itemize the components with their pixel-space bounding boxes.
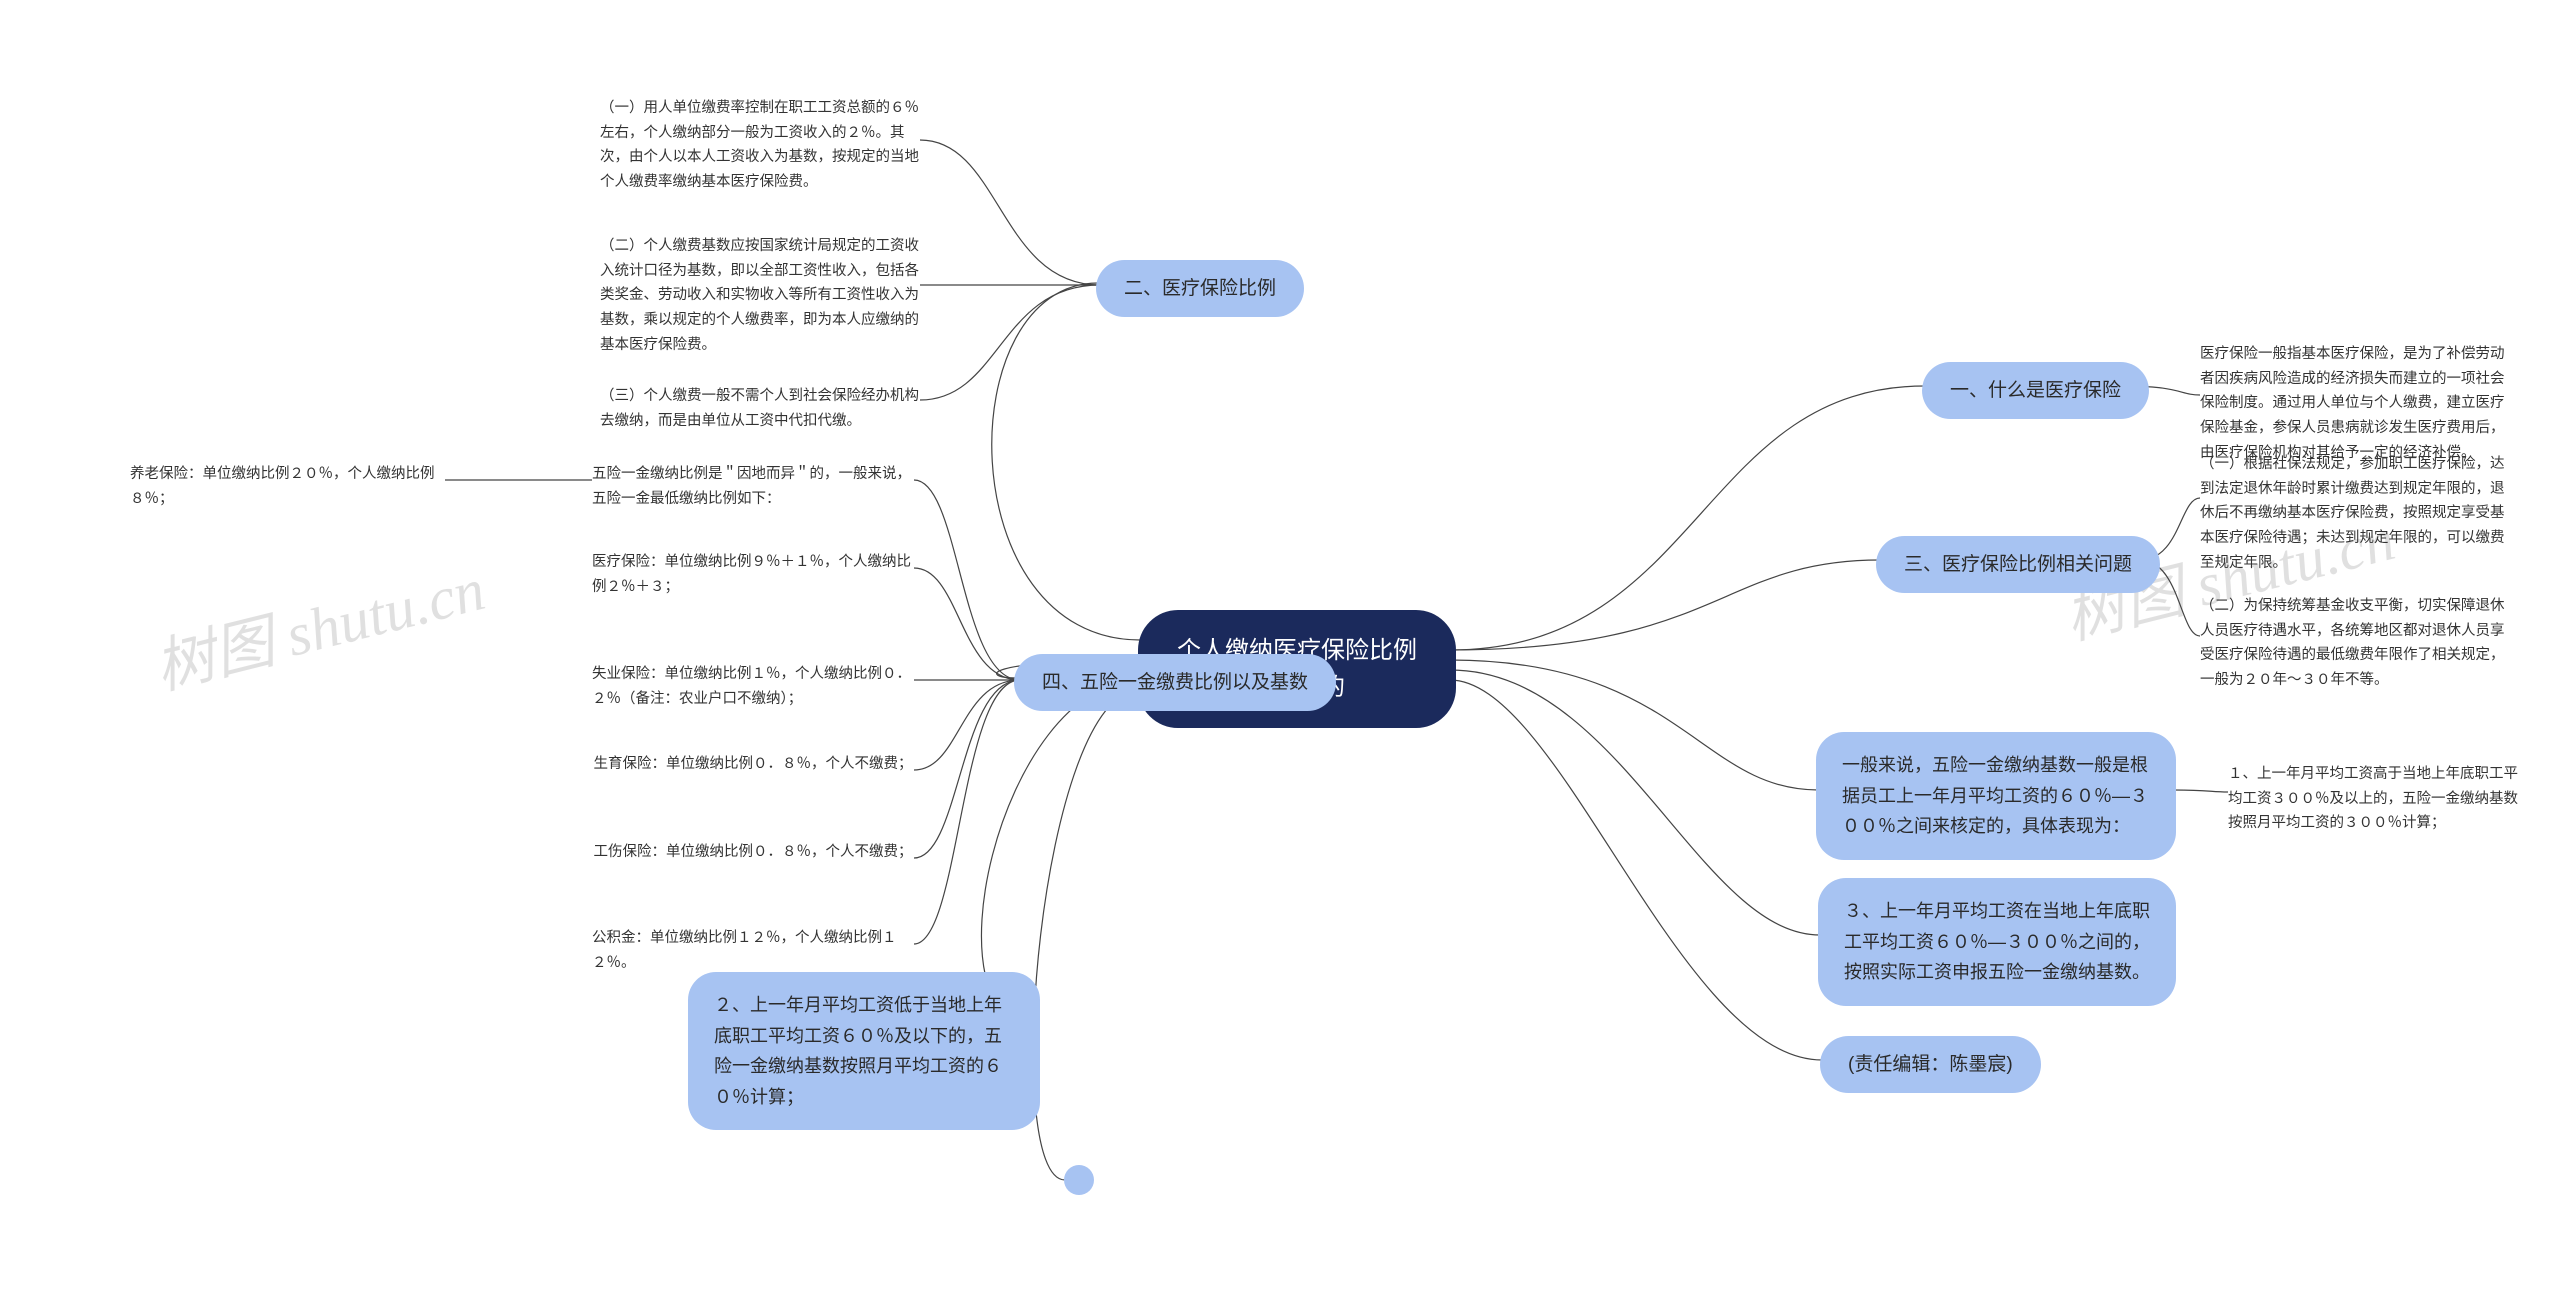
branch-5: 一般来说，五险一金缴纳基数一般是根据员工上一年月平均工资的６０％—３００％之间来… bbox=[1816, 732, 2176, 860]
branch-4-label: 四、五险一金缴费比例以及基数 bbox=[1042, 668, 1308, 697]
branch-7-label: (责任编辑：陈墨宸) bbox=[1848, 1050, 2013, 1079]
branch-8-label: ２、上一年月平均工资低于当地上年底职工平均工资６０％及以下的，五险一金缴纳基数按… bbox=[714, 990, 1014, 1112]
branch-4-leaf-1: 医疗保险：单位缴纳比例９％＋１％，个人缴纳比例２％＋３； bbox=[592, 550, 914, 599]
branch-2-leaf-2: （三）个人缴费一般不需个人到社会保险经办机构去缴纳，而是由单位从工资中代扣代缴。 bbox=[600, 384, 922, 433]
branch-4-subleaf: 养老保险：单位缴纳比例２０％，个人缴纳比例８％； bbox=[130, 462, 446, 511]
branch-4-leaf-0: 五险一金缴纳比例是＂因地而异＂的，一般来说，五险一金最低缴纳比例如下： bbox=[592, 462, 914, 511]
branch-empty bbox=[1064, 1165, 1094, 1195]
branch-7: (责任编辑：陈墨宸) bbox=[1820, 1036, 2041, 1093]
branch-5-leaf-0: １、上一年月平均工资高于当地上年底职工平均工资３００％及以上的，五险一金缴纳基数… bbox=[2228, 762, 2528, 836]
branch-2-leaf-0: （一）用人单位缴费率控制在职工工资总额的６％左右，个人缴纳部分一般为工资收入的２… bbox=[600, 96, 922, 195]
branch-5-label: 一般来说，五险一金缴纳基数一般是根据员工上一年月平均工资的６０％—３００％之间来… bbox=[1842, 750, 2150, 842]
branch-3-leaf-1: （二）为保持统筹基金收支平衡，切实保障退休人员医疗待遇水平，各统筹地区都对退休人… bbox=[2200, 594, 2512, 693]
branch-3: 三、医疗保险比例相关问题 bbox=[1876, 536, 2160, 593]
branch-1-label: 一、什么是医疗保险 bbox=[1950, 376, 2121, 405]
branch-2-leaf-1: （二）个人缴费基数应按国家统计局规定的工资收入统计口径为基数，即以全部工资性收入… bbox=[600, 234, 922, 357]
branch-3-leaf-0: （一）根据社保法规定，参加职工医疗保险，达到法定退休年龄时累计缴费达到规定年限的… bbox=[2200, 452, 2512, 575]
branch-6-label: ３、上一年月平均工资在当地上年底职工平均工资６０％—３００％之间的，按照实际工资… bbox=[1844, 896, 2150, 988]
branch-1: 一、什么是医疗保险 bbox=[1922, 362, 2149, 419]
watermark-left: 树图 shutu.cn bbox=[144, 541, 492, 707]
branch-3-label: 三、医疗保险比例相关问题 bbox=[1904, 550, 2132, 579]
branch-1-leaf-0: 医疗保险一般指基本医疗保险，是为了补偿劳动者因疾病风险造成的经济损失而建立的一项… bbox=[2200, 342, 2512, 465]
branch-4-leaf-2: 失业保险：单位缴纳比例１％，个人缴纳比例０．２％（备注：农业户口不缴纳）； bbox=[592, 662, 914, 711]
branch-2: 二、医疗保险比例 bbox=[1096, 260, 1304, 317]
branch-4-leaf-4: 工伤保险：单位缴纳比例０．８％，个人不缴费； bbox=[592, 840, 914, 865]
mindmap-canvas: 树图 shutu.cn 树图 shutu.cn bbox=[0, 0, 2560, 1306]
branch-4: 四、五险一金缴费比例以及基数 bbox=[1014, 654, 1336, 711]
branch-8: ２、上一年月平均工资低于当地上年底职工平均工资６０％及以下的，五险一金缴纳基数按… bbox=[688, 972, 1040, 1130]
branch-4-leaf-3: 生育保险：单位缴纳比例０．８％，个人不缴费； bbox=[592, 752, 914, 777]
branch-4-leaf-5: 公积金：单位缴纳比例１２％，个人缴纳比例１２％。 bbox=[592, 926, 914, 975]
branch-2-label: 二、医疗保险比例 bbox=[1124, 274, 1276, 303]
branch-6: ３、上一年月平均工资在当地上年底职工平均工资６０％—３００％之间的，按照实际工资… bbox=[1818, 878, 2176, 1006]
